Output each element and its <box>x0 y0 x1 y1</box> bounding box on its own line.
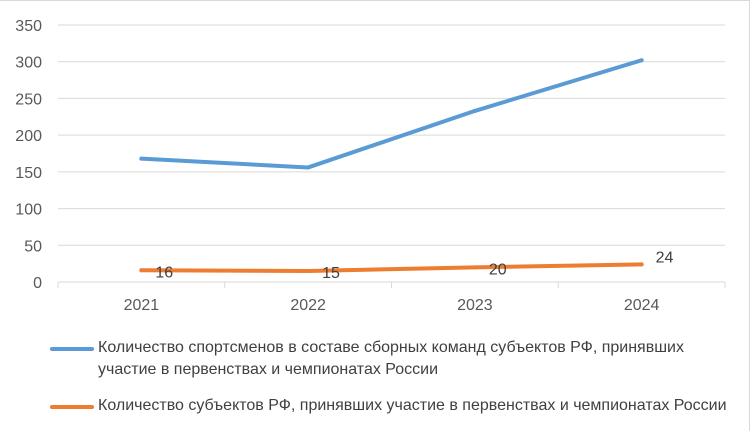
legend-label-regions: Количество субъектов РФ, принявших участ… <box>98 397 727 414</box>
gridlines <box>58 24 725 283</box>
legend-item-regions: Количество субъектов РФ, принявших участ… <box>50 395 740 417</box>
point-athletes <box>639 58 644 63</box>
legend-item-athletes: Количество спортсменов в составе сборных… <box>50 337 740 381</box>
x-tick-label: 2024 <box>624 297 660 314</box>
x-tick-label: 2023 <box>457 297 493 314</box>
data-label-regions: 24 <box>656 249 674 266</box>
data-label-regions: 15 <box>322 265 340 282</box>
point-regions <box>639 262 644 267</box>
point-athletes <box>306 165 311 170</box>
y-tick-label: 200 <box>15 128 42 145</box>
y-tick-label: 350 <box>15 18 42 35</box>
y-tick-label: 100 <box>15 202 42 219</box>
point-athletes <box>472 108 477 113</box>
data-label-regions: 16 <box>155 264 173 281</box>
legend-swatch-athletes <box>50 347 94 351</box>
data-labels: 16 15 20 24 <box>155 249 673 282</box>
point-athletes <box>139 156 144 161</box>
series-line-regions <box>139 262 644 273</box>
legend: Количество спортсменов в составе сборных… <box>50 337 740 431</box>
legend-swatch-regions <box>50 405 94 409</box>
y-tick-label: 250 <box>15 91 42 108</box>
y-tick-label: 150 <box>15 165 42 182</box>
y-tick-label: 0 <box>33 275 42 292</box>
series-lines <box>139 58 644 273</box>
point-regions <box>306 268 311 273</box>
series-line-athletes <box>139 58 644 170</box>
point-regions <box>139 268 144 273</box>
data-label-regions: 20 <box>489 261 507 278</box>
x-tick-label: 2022 <box>290 297 326 314</box>
x-tick-label: 2021 <box>124 297 160 314</box>
legend-label-athletes: Количество спортсменов в составе сборных… <box>98 339 684 378</box>
y-tick-label: 300 <box>15 55 42 72</box>
point-regions <box>472 265 477 270</box>
y-tick-label: 50 <box>24 238 42 255</box>
